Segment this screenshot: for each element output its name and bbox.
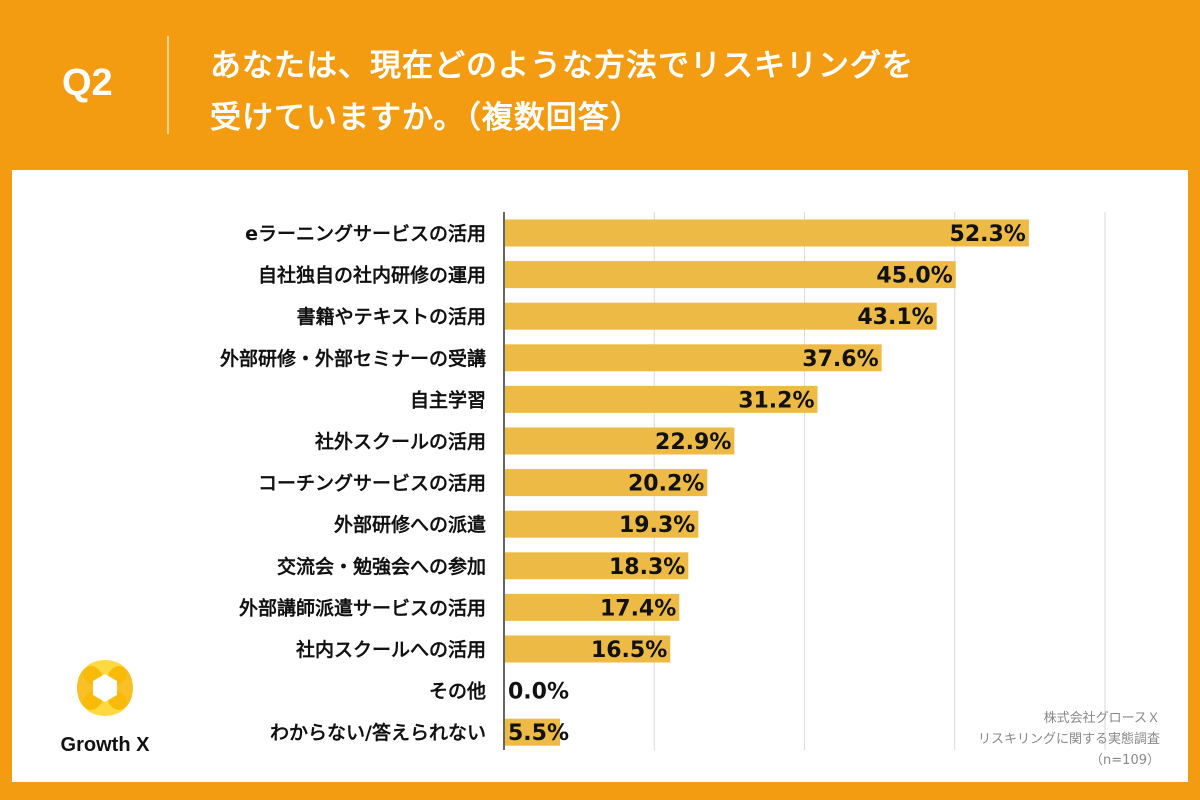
category-label: 外部講師派遣サービスの活用 <box>239 596 486 619</box>
question-title-line-2: 受けていますか。（複数回答） <box>210 100 642 136</box>
value-label: 18.3% <box>609 555 685 580</box>
bar <box>505 344 882 372</box>
logo-text: Growth X <box>60 734 150 756</box>
category-label: その他 <box>429 680 486 703</box>
value-label: 31.2% <box>738 388 814 413</box>
bar <box>505 510 699 538</box>
category-label: わからない/答えられない <box>270 721 486 744</box>
source-note: 株式会社グロースＸ リスキリングに関する実態調査 （n=109） <box>978 708 1160 771</box>
logo-mark-icon <box>77 660 133 716</box>
bar <box>505 552 689 580</box>
question-number: Q2 <box>62 62 113 104</box>
bar <box>505 718 561 746</box>
source-company: 株式会社グロースＸ <box>1043 711 1160 726</box>
label-layer: eラーニングサービスの活用 52.3% 自社独自の社内研修の運用 45.0% 書籍やテキ… <box>220 222 1026 746</box>
value-label: 37.6% <box>802 347 878 372</box>
value-label: 17.4% <box>600 596 676 621</box>
header-banner: Q2 あなたは、現在どのような方法でリスキリングを 受けていますか。（複数回答） <box>0 0 1200 170</box>
source-sample-size: （n=109） <box>1090 753 1160 768</box>
value-label: 0.0% <box>508 680 569 705</box>
category-label: 社外スクールの活用 <box>314 430 486 453</box>
header-divider <box>167 36 169 134</box>
value-label: 20.2% <box>628 472 704 497</box>
bar <box>505 593 680 621</box>
category-label: eラーニングサービスの活用 <box>245 222 486 245</box>
bar <box>505 635 671 663</box>
value-label: 22.9% <box>655 430 731 455</box>
value-label: 19.3% <box>619 513 695 538</box>
bar <box>505 302 937 330</box>
value-label: 16.5% <box>591 638 667 663</box>
bar-layer <box>505 219 1029 746</box>
bar <box>505 427 735 455</box>
category-label: 書籍やテキストの活用 <box>297 305 486 328</box>
bar <box>505 469 708 497</box>
question-title-line-1: あなたは、現在どのような方法でリスキリングを <box>210 48 914 84</box>
category-label: 外部研修への派遣 <box>334 513 486 536</box>
value-label: 5.5% <box>508 721 569 746</box>
bar <box>505 385 818 413</box>
value-label: 45.0% <box>876 264 952 289</box>
bar <box>505 261 956 289</box>
category-label: 交流会・勉強会への参加 <box>277 555 486 578</box>
source-survey: リスキリングに関する実態調査 <box>977 732 1160 747</box>
category-label: 自主学習 <box>410 388 486 411</box>
value-label: 43.1% <box>857 305 933 330</box>
bar <box>505 219 1029 247</box>
category-label: 社内スクールへの活用 <box>295 638 486 661</box>
category-label: コーチングサービスの活用 <box>258 472 486 495</box>
category-label: 外部研修・外部セミナーの受講 <box>220 347 486 370</box>
category-label: 自社独自の社内研修の運用 <box>258 264 486 287</box>
growthx-logo: Growth X <box>40 650 170 770</box>
value-label: 52.3% <box>950 222 1026 247</box>
